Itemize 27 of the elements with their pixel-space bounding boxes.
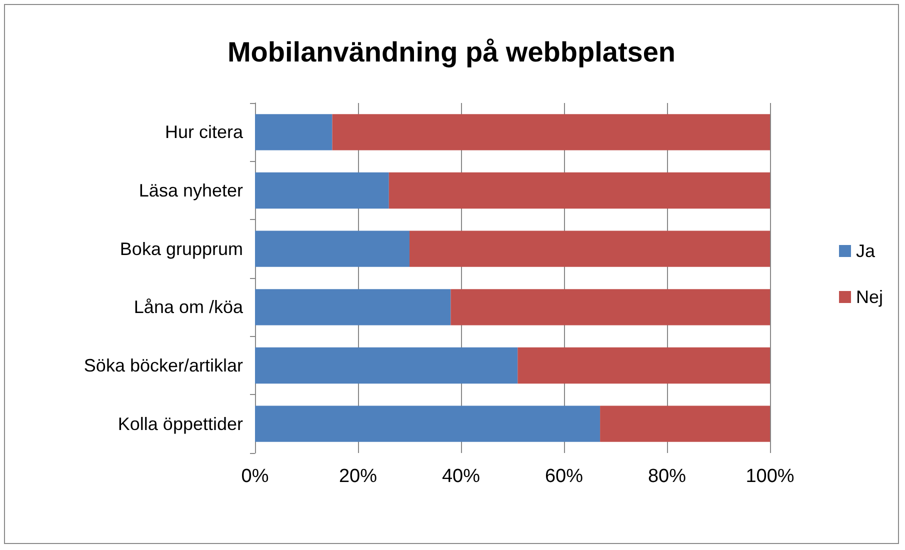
bar [255,172,389,209]
y-tick-label: Kolla öppettider [118,414,243,434]
x-tick-label: 60% [544,466,584,487]
bar [255,347,518,384]
legend-label: Nej [856,287,884,307]
y-tick-label: Boka grupprum [120,238,243,259]
bar [410,230,770,267]
x-tick-label: 80% [648,466,686,487]
y-tick-label: Läsa nyheter [138,180,243,200]
bar [450,289,770,326]
y-tick-label: Låna om /köa [134,297,244,318]
bar [255,230,410,267]
bar [518,347,770,384]
x-tick-label: 0% [241,466,269,487]
bar [600,406,770,442]
x-tick-label: 20% [338,466,378,487]
bar [388,172,770,209]
chart-title: Mobilanvändning på webbplatsen [227,36,676,68]
legend-label: Ja [856,241,876,261]
bar [255,289,451,326]
bar [255,406,600,442]
y-tick-label: Hur citera [164,122,244,142]
bar [255,114,332,150]
x-tick-label: 40% [442,466,480,487]
x-tick-label: 100% [746,466,794,487]
bar [332,114,770,150]
y-tick-label: Söka böcker/artiklar [84,356,243,376]
